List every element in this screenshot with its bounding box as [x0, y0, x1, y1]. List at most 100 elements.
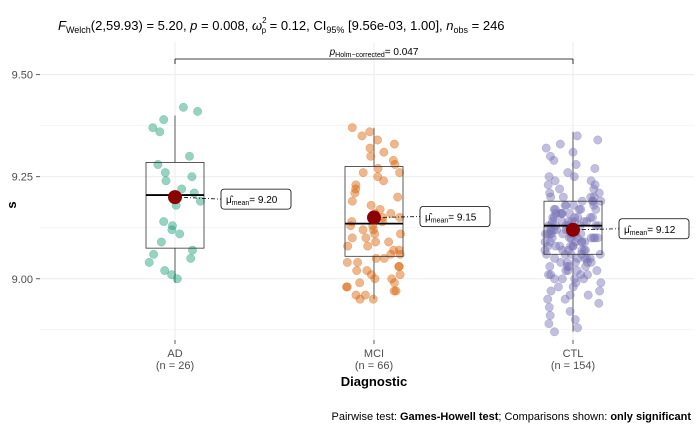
data-point	[351, 180, 361, 190]
data-point	[590, 180, 600, 190]
data-point	[156, 237, 166, 247]
mean-point	[168, 190, 182, 205]
box	[344, 166, 404, 257]
data-point	[342, 282, 351, 292]
data-point	[545, 188, 555, 198]
y-tick-label: 9.50	[12, 70, 33, 82]
data-point	[371, 237, 381, 247]
data-point	[571, 160, 581, 169]
data-point	[544, 319, 554, 329]
data-point	[557, 274, 567, 284]
data-point	[576, 237, 586, 247]
data-point	[375, 204, 385, 214]
data-point	[545, 311, 555, 320]
data-point	[370, 229, 380, 239]
data-point	[576, 204, 586, 214]
data-point	[555, 139, 565, 149]
data-point	[557, 209, 567, 218]
data-point	[543, 229, 553, 239]
caption: Pairwise test: Games-Howell test; Compar…	[332, 411, 692, 423]
data-point	[593, 135, 603, 145]
data-point	[556, 257, 566, 267]
data-point	[595, 286, 605, 296]
mean-point	[367, 210, 381, 225]
data-point	[389, 278, 399, 288]
data-point	[563, 266, 573, 276]
data-point	[541, 143, 551, 153]
data-point	[167, 225, 177, 235]
x-tick-n-label: (n = 66)	[355, 360, 393, 372]
data-point	[561, 266, 571, 276]
data-point	[395, 213, 405, 222]
data-point	[175, 229, 185, 239]
data-point	[188, 245, 197, 255]
data-point	[540, 237, 550, 247]
data-point	[386, 209, 396, 218]
data-point	[353, 257, 363, 267]
x-tick-n-label: (n = 26)	[156, 360, 194, 372]
data-point	[351, 184, 361, 194]
mean-label: μ̂mean= 9.15	[425, 212, 477, 225]
data-point	[379, 253, 389, 263]
data-point	[548, 213, 558, 222]
data-point	[379, 147, 389, 157]
data-point	[550, 274, 560, 284]
data-point	[160, 168, 170, 178]
data-point	[545, 151, 555, 161]
data-point	[572, 266, 582, 276]
data-point	[568, 147, 578, 157]
data-point	[577, 237, 587, 247]
data-point	[358, 225, 368, 235]
comparison-bracket: pHolm−corrected= 0.047	[174, 47, 574, 64]
x-tick-label: AD	[167, 348, 182, 360]
data-point	[546, 192, 556, 202]
data-point	[390, 160, 400, 169]
data-point	[187, 172, 197, 182]
data-point	[589, 233, 599, 243]
data-point	[384, 237, 394, 247]
data-point	[545, 229, 555, 239]
x-tick-label: CTL	[563, 348, 584, 360]
comparison-label: pHolm−corrected= 0.047	[329, 47, 419, 59]
data-point	[568, 241, 578, 251]
data-point	[571, 257, 580, 267]
data-point	[357, 131, 367, 141]
data-point	[565, 290, 575, 300]
data-point	[544, 270, 553, 280]
x-axis-label: Diagnostic	[341, 374, 407, 389]
data-point	[576, 270, 586, 280]
group-ad: μ̂mean= 9.20	[144, 102, 292, 284]
mean-leader	[373, 216, 421, 218]
data-point	[546, 229, 556, 239]
data-point	[167, 221, 177, 231]
data-point	[583, 270, 592, 280]
grid-lines	[40, 42, 694, 340]
y-axis: 9.00 9.25 9.50	[12, 70, 40, 286]
data-point	[193, 106, 203, 116]
data-point	[562, 262, 572, 271]
mean-label-box	[220, 188, 292, 210]
data-point	[343, 241, 353, 251]
data-point	[394, 262, 404, 271]
data-point	[560, 294, 570, 304]
data-point	[569, 172, 579, 182]
data-point	[580, 237, 590, 247]
data-point	[144, 257, 154, 267]
data-point	[389, 139, 399, 149]
data-point	[586, 257, 596, 267]
y-axis-label: s	[4, 201, 19, 208]
data-point	[395, 270, 405, 280]
data-point	[594, 188, 604, 198]
data-point	[342, 282, 352, 292]
data-point	[568, 282, 578, 292]
data-point	[546, 270, 556, 280]
data-point	[347, 196, 357, 206]
box	[543, 200, 603, 255]
data-point	[160, 266, 170, 276]
data-point	[172, 274, 182, 284]
data-point	[365, 143, 375, 153]
data-point	[581, 262, 591, 271]
data-point	[396, 229, 405, 239]
data-point	[352, 266, 362, 276]
data-point	[368, 294, 378, 304]
